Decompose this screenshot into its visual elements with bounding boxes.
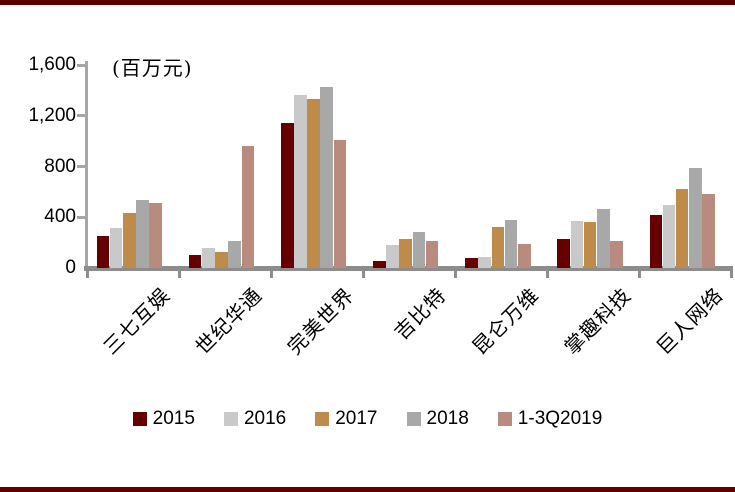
legend-item-2015: 2015 (132, 408, 195, 430)
x-boundary-tick (269, 270, 273, 278)
bar-掌趣科技-2017 (583, 221, 597, 268)
x-category-label-掌趣科技: 掌趣科技 (559, 282, 636, 360)
bar-三七互娱-2015 (96, 235, 110, 268)
bar-吉比特-1-3Q2019 (425, 240, 439, 268)
y-tick-label-800: 800 (44, 155, 76, 177)
bar-昆仑万维-2016 (478, 257, 492, 268)
legend: 2015 2016 2017 2018 1-3Q2019 (0, 404, 735, 434)
x-category-label-世纪华通: 世纪华通 (190, 282, 267, 360)
bar-昆仑万维-2015 (465, 258, 478, 268)
bar-昆仑万维-1-3Q2019 (517, 243, 531, 268)
x-boundary-tick (177, 270, 181, 278)
bar-巨人网络-2018 (689, 167, 702, 268)
bar-吉比特-2017 (399, 239, 413, 268)
axis-unit-label: (百万元) (112, 56, 193, 80)
y-axis-line (85, 61, 88, 269)
bar-吉比特-2018 (412, 232, 426, 268)
x-boundary-tick (546, 270, 550, 278)
legend-label-2018: 2018 (426, 408, 469, 429)
x-category-label-吉比特: 吉比特 (389, 282, 452, 345)
x-boundary-tick (361, 270, 365, 278)
bar-掌趣科技-2015 (557, 238, 570, 268)
x-boundary-tick (454, 270, 458, 278)
x-category-label-三七互娱: 三七互娱 (98, 282, 175, 360)
legend-label-2016: 2016 (243, 408, 287, 429)
x-boundary-tick (730, 270, 734, 278)
bar-世纪华通-1-3Q2019 (241, 146, 255, 268)
legend-swatch-1-3Q2019 (497, 412, 512, 426)
bar-完美世界-2016 (294, 95, 307, 268)
bar-掌趣科技-2018 (596, 209, 610, 268)
bar-三七互娱-2018 (136, 200, 149, 268)
bar-世纪华通-2017 (215, 251, 228, 268)
legend-item-2016: 2016 (223, 408, 287, 430)
bar-昆仑万维-2018 (504, 219, 518, 268)
bar-巨人网络-2016 (662, 204, 676, 268)
x-category-label-完美世界: 完美世界 (282, 282, 360, 360)
y-tick-mark-800 (77, 165, 86, 168)
legend-label-1-3Q2019: 1-3Q2019 (517, 408, 603, 429)
y-tick-mark-1600 (77, 63, 86, 67)
bar-三七互娱-2016 (109, 228, 123, 268)
y-tick-mark-1200 (77, 114, 86, 118)
bar-三七互娱-2017 (123, 213, 136, 268)
x-category-label-巨人网络: 巨人网络 (651, 282, 728, 360)
legend-swatch-2017 (315, 412, 330, 426)
top-border-rule (0, 0, 735, 5)
bar-掌趣科技-2016 (570, 221, 584, 268)
legend-swatch-2018 (406, 412, 421, 426)
bar-巨人网络-1-3Q2019 (702, 193, 715, 268)
x-axis-line (84, 266, 733, 271)
legend-label-2015: 2015 (152, 408, 195, 429)
y-tick-mark-400 (77, 215, 86, 219)
x-boundary-tick (638, 270, 642, 278)
bar-世纪华通-2018 (228, 241, 241, 268)
y-tick-label-0: 0 (65, 257, 76, 278)
bar-完美世界-2018 (320, 87, 334, 268)
bar-吉比特-2015 (373, 261, 386, 268)
legend-label-2017: 2017 (335, 408, 378, 429)
bar-完美世界-2015 (280, 123, 294, 268)
bar-巨人网络-2017 (675, 188, 689, 268)
legend-swatch-2015 (132, 412, 147, 426)
y-tick-label-400: 400 (44, 206, 76, 228)
legend-item-1-3Q2019: 1-3Q2019 (497, 408, 603, 430)
bar-完美世界-2017 (307, 99, 320, 268)
bottom-border-rule (0, 487, 735, 492)
y-tick-label-1200: 1,200 (28, 104, 76, 126)
bar-世纪华通-2016 (202, 248, 215, 268)
x-category-label-昆仑万维: 昆仑万维 (466, 282, 544, 360)
legend-item-2018: 2018 (406, 408, 469, 430)
bar-掌趣科技-1-3Q2019 (610, 240, 623, 268)
x-boundary-tick (85, 270, 89, 278)
bar-完美世界-1-3Q2019 (333, 139, 347, 268)
bar-昆仑万维-2017 (491, 226, 505, 268)
legend-swatch-2016 (223, 412, 238, 426)
bar-三七互娱-1-3Q2019 (149, 203, 162, 268)
bar-巨人网络-2015 (649, 215, 663, 268)
y-tick-label-1600: 1,600 (28, 54, 76, 75)
legend-item-2017: 2017 (315, 408, 378, 430)
bar-世纪华通-2015 (188, 255, 202, 268)
bar-吉比特-2016 (386, 245, 399, 268)
